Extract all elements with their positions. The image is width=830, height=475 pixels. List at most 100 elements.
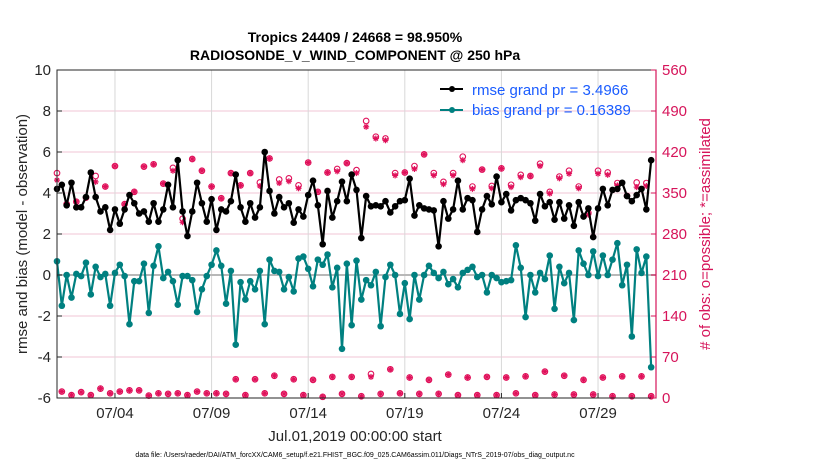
bias-point <box>415 296 423 303</box>
bias-point <box>396 310 404 318</box>
assimilated-obs-marker <box>324 169 331 176</box>
rmse-point <box>159 206 167 213</box>
axis-ticks: -6 -4 -2 0 2 4 6 8 10 0 70 140 210 280 350 420 490 560 07/… <box>34 62 687 422</box>
assimilated-obs-marker <box>401 169 408 176</box>
y-tick-label: 2 <box>43 226 51 243</box>
legend-bias-label: bias grand pr = 0.16389 <box>472 102 631 119</box>
bias-point <box>329 284 336 291</box>
bias-point <box>82 259 90 267</box>
assimilated-obs-marker <box>537 163 544 170</box>
assimilated-obs-marker <box>78 389 85 396</box>
assimilated-obs-marker <box>503 374 510 381</box>
bias-point <box>551 305 558 313</box>
bias-point <box>536 269 544 277</box>
y-tick-label: -4 <box>38 349 51 366</box>
assimilated-obs-marker <box>329 373 336 380</box>
bias-point <box>488 271 496 279</box>
assimilated-obs-marker <box>290 376 297 383</box>
bias-point <box>135 277 143 285</box>
assimilated-obs-marker <box>604 171 611 178</box>
bias-point <box>377 322 384 330</box>
bias-point <box>290 288 298 295</box>
bias-point <box>556 263 563 271</box>
y2-tick-label: 560 <box>662 62 687 79</box>
rmse-point <box>556 198 563 206</box>
rmse-point <box>391 203 399 210</box>
bias-point <box>604 271 611 279</box>
assimilated-obs-marker <box>242 392 249 399</box>
rmse-point <box>63 202 70 209</box>
bias-point <box>580 260 587 268</box>
assimilated-obs-marker <box>97 385 104 392</box>
y-axis-label: rmse and bias (model - observation) <box>14 114 31 354</box>
y2-axis-label: # of obs: o=possible; *=assimilated <box>697 118 714 350</box>
rmse-point <box>604 202 611 209</box>
assimilated-obs-marker <box>285 178 292 185</box>
chart-subtitle: RADIOSONDE_V_WIND_COMPONENT @ 250 hPa <box>190 47 520 63</box>
data-file-footer: data file: /Users/raeder/DAI/ATM_forcXX/… <box>135 452 575 459</box>
assimilated-obs-marker <box>532 392 539 399</box>
assimilated-obs-marker <box>232 376 239 383</box>
rmse-point <box>449 206 457 213</box>
bias-point <box>314 256 322 263</box>
rmse-point <box>102 204 109 211</box>
rmse-point <box>304 191 312 199</box>
y-tick-label: 8 <box>43 103 51 120</box>
assimilated-obs-marker <box>561 372 568 379</box>
assimilated-obs-marker <box>150 161 157 168</box>
bias-point <box>150 262 157 270</box>
bias-point <box>609 256 616 263</box>
bias-point <box>285 273 293 281</box>
rmse-point <box>188 208 196 215</box>
assimilated-obs-marker <box>551 391 558 398</box>
rmse-point <box>488 200 496 208</box>
y-tick-label: 0 <box>43 267 51 284</box>
rmse-point <box>531 217 539 224</box>
bias-point <box>647 363 655 371</box>
assimilated-obs-marker <box>435 390 442 397</box>
rmse-point <box>140 208 148 215</box>
bias-point <box>155 243 162 250</box>
assimilated-obs-marker <box>599 374 606 381</box>
assimilated-obs-marker <box>483 373 490 380</box>
rmse-point <box>483 192 491 200</box>
bias-point <box>232 341 240 349</box>
assimilated-obs-marker <box>464 374 471 381</box>
rmse-point <box>285 199 293 207</box>
rmse-point <box>353 186 360 194</box>
y2-tick-label: 280 <box>662 226 687 243</box>
assimilated-obs-marker <box>512 390 519 397</box>
bias-point <box>469 263 476 271</box>
bias-point <box>338 345 346 353</box>
assimilated-obs-marker <box>580 376 587 383</box>
assimilated-obs-marker <box>638 373 645 380</box>
rmse-point <box>406 175 413 182</box>
assimilated-obs-marker <box>498 165 505 172</box>
rmse-point <box>618 179 626 187</box>
rmse-point <box>184 232 191 240</box>
rmse-point <box>594 205 602 212</box>
assimilated-obs-marker <box>474 392 481 399</box>
assimilated-obs-marker <box>223 390 230 397</box>
rmse-point <box>580 213 587 220</box>
legend: rmse grand pr = 3.4966 bias grand pr = 0… <box>440 82 631 119</box>
rmse-point <box>150 199 157 207</box>
bias-point <box>614 239 621 247</box>
assimilated-obs-marker <box>136 387 143 394</box>
possible-obs-marker <box>362 117 370 125</box>
rmse-point <box>435 243 442 250</box>
assimilated-obs-marker <box>252 376 259 383</box>
assimilated-obs-marker <box>363 123 370 130</box>
rmse-point <box>198 199 206 207</box>
assimilated-obs-marker <box>126 387 133 394</box>
rmse-point <box>444 215 452 222</box>
rmse-point <box>358 234 365 242</box>
possible-obs-marker <box>92 172 99 180</box>
bias-point <box>643 253 650 260</box>
x-tick-label: 07/14 <box>289 405 327 422</box>
bias-point <box>188 276 196 284</box>
rmse-point <box>502 190 510 198</box>
grid <box>57 70 656 398</box>
bias-point <box>589 248 597 255</box>
bias-point <box>213 247 220 254</box>
